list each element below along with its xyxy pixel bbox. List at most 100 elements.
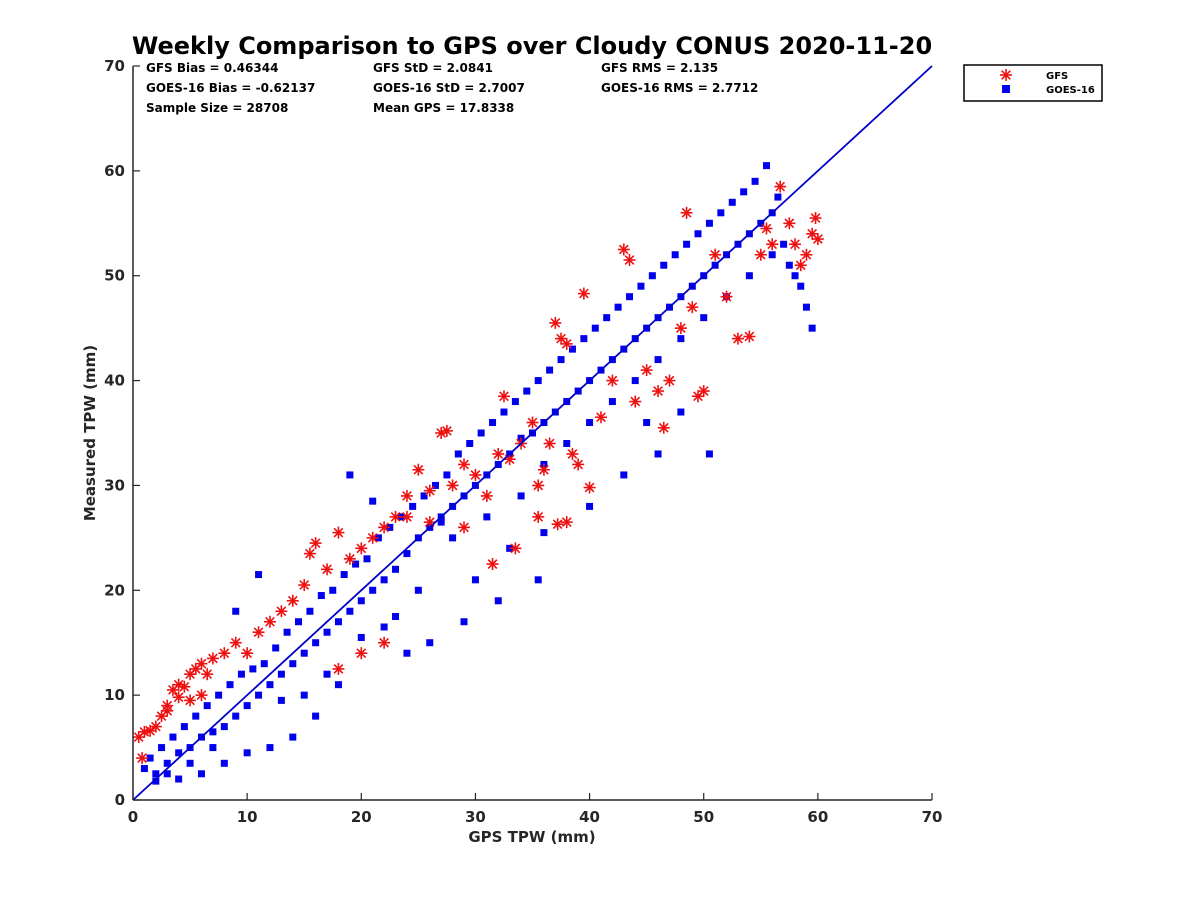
goes16-point [215,691,223,699]
goes16-point [300,649,308,657]
goes16-point [209,744,217,752]
goes16-point [140,765,148,773]
goes16-point [323,670,331,678]
stats-block: GFS Bias = 0.46344 GFS StD = 2.0841 GFS … [146,61,758,115]
goes16-point [260,660,268,668]
goes16-point [232,607,240,615]
gfs-point [783,217,796,230]
stat-gfs-std: GFS StD = 2.0841 [373,61,493,75]
gfs-point [709,248,722,261]
stat-goes-std: GOES-16 StD = 2.7007 [373,81,525,95]
y-tick-label: 50 [104,267,125,285]
y-tick-label: 0 [115,791,125,809]
goes16-point [517,492,525,500]
goes16-point [232,712,240,720]
goes16-point [774,193,782,201]
goes16-point [420,492,428,500]
gfs-point [458,521,471,534]
gfs-point [731,332,744,345]
goes16-point [780,240,788,248]
x-tick-label: 40 [579,808,600,826]
gfs-point [774,180,787,193]
goes16-point [403,550,411,558]
goes16-point [568,345,576,353]
goes16-point [700,314,708,322]
y-tick-label: 40 [104,372,125,390]
gfs-point [275,605,288,618]
goes16-point [768,251,776,259]
goes16-point [534,377,542,385]
gfs-point [303,547,316,560]
goes16-point [255,571,263,579]
goes16-point [751,177,759,185]
gfs-point [458,458,471,471]
stat-gfs-bias: GFS Bias = 0.46344 [146,61,278,75]
goes16-point [740,188,748,196]
stat-gfs-rms: GFS RMS = 2.135 [601,61,718,75]
goes16-point [175,775,183,783]
goes16-point [449,534,457,542]
gfs-point [241,647,254,660]
goes16-point [694,230,702,238]
goes16-point [146,754,154,762]
x-tick-label: 10 [237,808,258,826]
goes16-point [317,592,325,600]
goes16-point [197,770,205,778]
gfs-point [178,680,191,693]
gfs-point [640,364,653,377]
gfs-point [809,212,822,225]
goes16-point [392,565,400,573]
gfs-point [378,636,391,649]
gfs-point [720,290,733,303]
goes16-point [540,529,548,537]
gfs-point [206,652,219,665]
gfs-point [201,668,214,681]
goes16-point [363,555,371,563]
goes16-point [289,660,297,668]
x-tick-label: 70 [922,808,943,826]
goes16-point [323,628,331,636]
goes16-point [437,518,445,526]
x-tick-label: 30 [465,808,486,826]
gfs-point [663,374,676,387]
gfs-point [543,437,556,450]
gfs-point [440,424,453,437]
gfs-point [697,385,710,398]
goes16-point [277,670,285,678]
gfs-point [355,542,368,555]
axes: 0 10 20 30 40 50 60 70 0 10 20 30 40 50 60 70 [104,57,942,826]
gfs-point [400,510,413,523]
gfs-point [617,243,630,256]
goes16-point [591,324,599,332]
gfs-point [412,463,425,476]
gfs-point [623,253,636,266]
goes16-point [460,618,468,626]
legend-gfs-asterisk [1000,69,1012,81]
goes16-point [180,723,188,731]
goes16-point [671,251,679,259]
y-tick-label: 20 [104,581,125,599]
goes16-point [272,644,280,652]
gfs-point [218,647,231,660]
goes16-point [654,356,662,364]
gfs-point [389,510,402,523]
gfs-point [263,615,276,628]
gfs-point [155,710,168,723]
gfs-point [537,463,550,476]
gfs-point [652,385,665,398]
y-tick-label: 10 [104,686,125,704]
goes16-point [169,733,177,741]
gfs-point [400,489,413,502]
gfs-point [480,489,493,502]
goes16-point [152,770,160,778]
goes16-point [500,408,508,416]
goes16-point [534,576,542,584]
gfs-point [657,421,670,434]
goes16-point [717,209,725,217]
gfs-point [760,222,773,235]
gfs-point [794,259,807,272]
goes16-point [643,419,651,427]
goes16-point [266,744,274,752]
goes16-point [637,282,645,290]
gfs-point [492,447,505,460]
